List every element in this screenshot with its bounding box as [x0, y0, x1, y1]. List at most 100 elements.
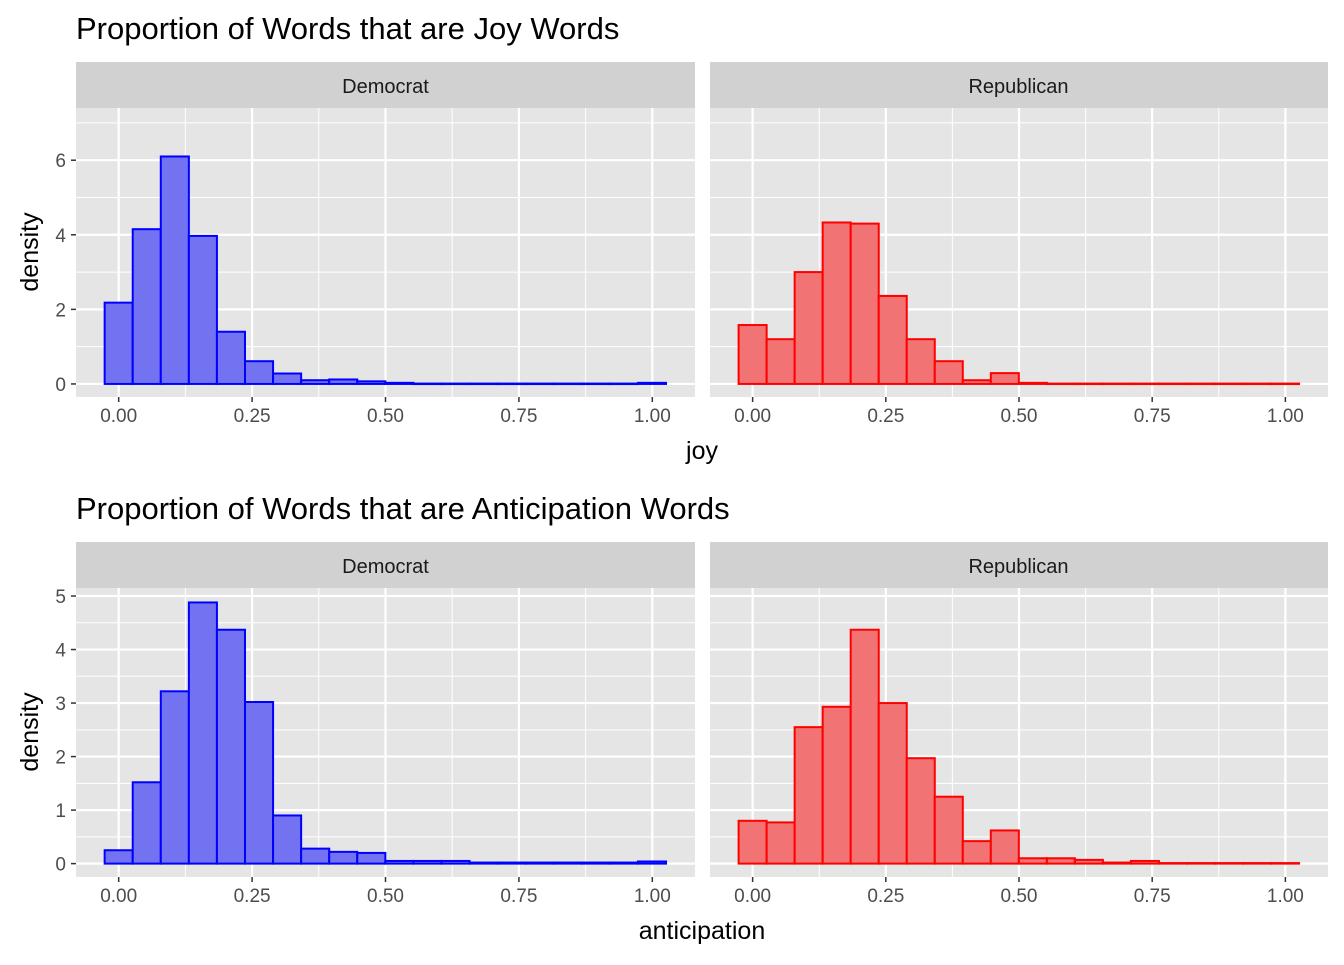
anticipation-democrat-bar — [412, 859, 443, 865]
joy-democrat-panel: 0.00 0.25 0.50 0.75 1.00 0 2 4 6 — [55, 62, 695, 427]
joy-republican-bar — [1242, 382, 1273, 386]
anticipation-x-axis-title: anticipation — [639, 917, 765, 945]
joy-democrat-y-tick-label: 4 — [55, 226, 66, 247]
joy-democrat-y-tick-label: 6 — [55, 151, 66, 172]
anticipation-republican-bar — [1073, 858, 1104, 865]
joy-democrat-x-tick-label: 0.50 — [367, 406, 404, 427]
anticipation-republican-bar — [1157, 862, 1188, 865]
anticipation-democrat-bar — [243, 700, 275, 865]
anticipation-republican-x-tick-label: 0.00 — [734, 886, 771, 907]
joy-democrat-bar — [496, 382, 527, 386]
anticipation-democrat-y-tick-label: 2 — [55, 748, 66, 769]
anticipation-republican-x-tick-label: 1.00 — [1267, 886, 1304, 907]
joy-republican-bar — [1073, 382, 1104, 386]
anticipation-democrat-bar — [131, 781, 162, 865]
anticipation-republican-bar — [1129, 859, 1160, 865]
joy-republican-x-tick-label: 0.75 — [1134, 406, 1171, 427]
anticipation-republican-bar — [933, 795, 964, 865]
anticipation-democrat-bar — [468, 861, 499, 865]
anticipation-democrat-bar — [300, 847, 331, 865]
anticipation-democrat-x-tick-label: 0.50 — [367, 886, 404, 907]
anticipation-republican-bar — [1214, 862, 1245, 865]
joy-democrat-bar — [580, 382, 611, 386]
joy-democrat-bar — [215, 330, 246, 385]
anticipation-democrat-x-tick-label: 0.00 — [100, 886, 137, 907]
anticipation-republican-bar — [961, 840, 992, 865]
anticipation-republican-bar — [1185, 862, 1217, 865]
anticipation-republican-bar — [989, 829, 1020, 865]
joy-democrat-bar — [412, 382, 443, 386]
anticipation-democrat-bar — [552, 861, 583, 865]
joy-republican-bar — [1185, 382, 1217, 386]
joy-republican-x-tick-label: 1.00 — [1267, 406, 1304, 427]
anticipation-republican-strip — [710, 542, 1328, 588]
joy-republican-bar — [961, 379, 992, 385]
joy-democrat-x-tick-label: 0.25 — [234, 406, 271, 427]
joy-democrat-x-tick-label: 0.75 — [500, 406, 537, 427]
anticipation-democrat-x-tick-label: 0.25 — [234, 886, 271, 907]
anticipation-democrat-bar — [580, 861, 611, 865]
anticipation-republican-panel: 0.00 0.25 0.50 0.75 1.00 — [710, 542, 1328, 907]
joy-democrat-strip-label: Democrat — [342, 76, 429, 98]
joy-democrat-bar — [328, 378, 359, 385]
anticipation-democrat-bar — [187, 601, 218, 865]
joy-republican-bar — [877, 294, 908, 385]
anticipation-republican-x-tick-label: 0.25 — [867, 886, 904, 907]
joy-democrat-bar — [159, 155, 190, 385]
anticipation-democrat-bar — [159, 690, 190, 865]
joy-democrat-bar — [384, 381, 415, 385]
joy-democrat-bar — [468, 382, 499, 386]
anticipation-democrat-bar — [272, 814, 303, 865]
anticipation-democrat-bar — [384, 859, 415, 865]
joy-democrat-bar — [608, 382, 639, 386]
joy-republican-strip-label: Republican — [968, 76, 1068, 98]
joy-y-axis-title: density — [16, 212, 44, 292]
anticipation-republican-bar — [793, 726, 824, 865]
anticipation-y-axis-title: density — [16, 692, 44, 772]
anticipation-republican-bar — [737, 819, 768, 865]
anticipation-democrat-bar — [440, 859, 471, 865]
anticipation-democrat-y-tick-label: 0 — [55, 855, 66, 876]
joy-republican-bar — [989, 372, 1020, 385]
joy-democrat-bar — [131, 228, 162, 385]
joy-republican-panel: 0.00 0.25 0.50 0.75 1.00 — [710, 62, 1328, 427]
joy-republican-bar — [849, 222, 880, 385]
anticipation-democrat-bar — [524, 861, 555, 865]
joy-democrat-x-tick-label: 1.00 — [634, 406, 671, 427]
anticipation-republican-bar — [1242, 862, 1273, 865]
joy-republican-bar — [1101, 382, 1132, 386]
anticipation-democrat-strip — [76, 542, 695, 588]
joy-republican-bar — [821, 221, 852, 385]
joy-democrat-bar — [440, 382, 471, 386]
anticipation-democrat-x-tick-label: 0.75 — [500, 886, 537, 907]
anticipation-democrat-y-tick-label: 1 — [55, 801, 66, 822]
anticipation-republican-x-tick-label: 0.50 — [1001, 886, 1038, 907]
anticipation-democrat-bar — [496, 861, 527, 865]
joy-democrat-bar — [356, 380, 387, 385]
joy-republican-bar — [1017, 381, 1048, 385]
joy-democrat-strip — [76, 62, 695, 108]
anticipation-republican-bar — [1017, 857, 1048, 865]
anticipation-democrat-bar — [356, 851, 387, 865]
anticipation-republican-bar — [1101, 861, 1132, 865]
anticipation-republican-bar — [765, 821, 796, 865]
joy-republican-strip — [710, 62, 1328, 108]
anticipation-republican-bar — [877, 702, 908, 865]
joy-democrat-bar — [103, 301, 134, 385]
joy-democrat-bar — [272, 372, 303, 385]
anticipation-republican-x-tick-label: 0.75 — [1134, 886, 1171, 907]
joy-republican-bar — [737, 324, 768, 385]
anticipation-democrat-strip-label: Democrat — [342, 556, 429, 578]
joy-republican-bar — [1157, 382, 1188, 386]
joy-republican-bar — [1129, 382, 1160, 386]
anticipation-republican-bar — [849, 628, 880, 865]
joy-democrat-x-tick-label: 0.00 — [100, 406, 137, 427]
joy-republican-x-tick-label: 0.00 — [734, 406, 771, 427]
anticipation-republican-bar — [1270, 862, 1301, 865]
anticipation-democrat-panel: 0.00 0.25 0.50 0.75 1.00 0 1 2 3 4 5 — [55, 542, 695, 907]
joy-republican-x-tick-label: 0.50 — [1001, 406, 1038, 427]
joy-republican-bar — [933, 360, 964, 385]
anticipation-democrat-y-tick-label: 3 — [55, 694, 66, 715]
joy-figure: Proportion of Words that are Joy Words 0… — [16, 11, 1328, 465]
